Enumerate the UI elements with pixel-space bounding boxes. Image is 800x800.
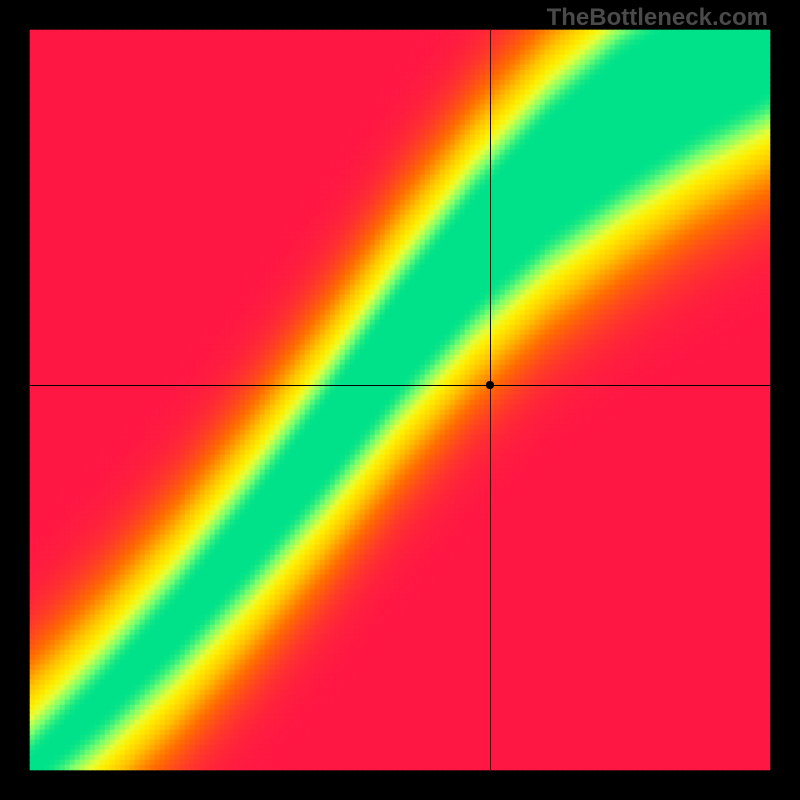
bottleneck-heatmap [0,0,800,800]
watermark-text: TheBottleneck.com [547,4,768,32]
